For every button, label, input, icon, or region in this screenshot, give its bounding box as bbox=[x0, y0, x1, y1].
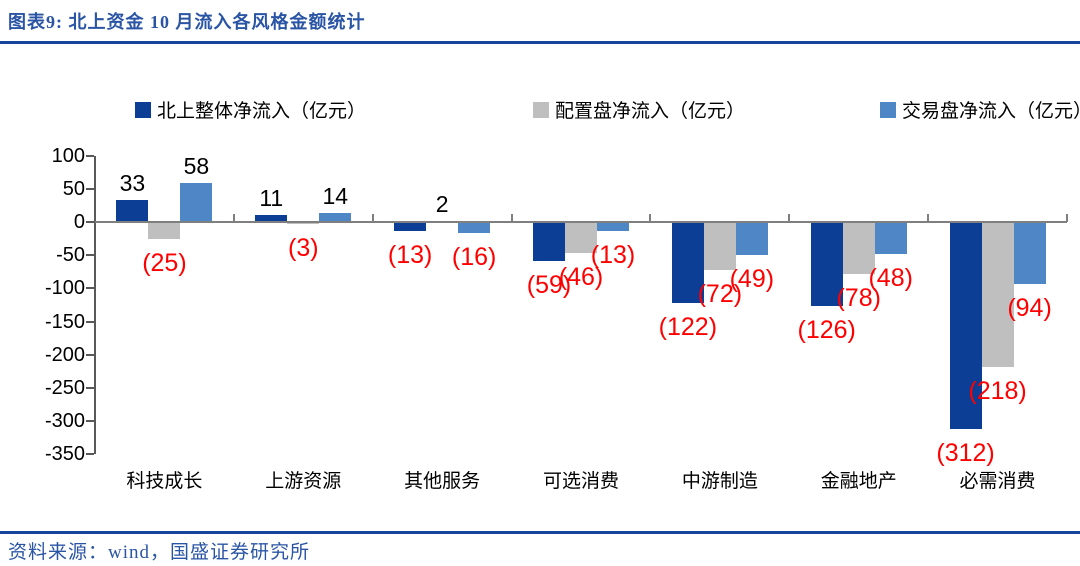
y-axis-label: 50 bbox=[62, 177, 85, 200]
bar-value-label: 14 bbox=[322, 182, 349, 209]
footer-divider bbox=[0, 531, 1080, 534]
y-axis-label: 0 bbox=[73, 211, 85, 233]
category-label: 其他服务 bbox=[404, 471, 481, 492]
bar-value-label: 58 bbox=[183, 153, 210, 180]
category-tick bbox=[232, 214, 235, 222]
bar-value-label: 2 bbox=[435, 190, 449, 217]
y-axis-tick bbox=[86, 387, 94, 389]
category-tick bbox=[788, 214, 791, 222]
legend-swatch-icon bbox=[135, 101, 151, 118]
bar-value-label: (126) bbox=[797, 315, 856, 344]
bar-value-label: (122) bbox=[658, 313, 718, 341]
y-axis-label: -250 bbox=[44, 377, 85, 399]
bar bbox=[703, 222, 736, 270]
bar-value-label: (25) bbox=[142, 248, 187, 277]
bar bbox=[597, 222, 629, 231]
y-axis-line bbox=[94, 155, 96, 455]
bar bbox=[874, 222, 907, 254]
bar-value-label: (72) bbox=[697, 279, 743, 308]
category-label: 必需消费 bbox=[959, 471, 1036, 492]
bar-value-label: (3) bbox=[288, 233, 319, 262]
y-axis-label: -300 bbox=[44, 410, 85, 433]
category-tick bbox=[927, 214, 930, 222]
y-axis-label: -350 bbox=[44, 443, 85, 466]
category-label: 可选消费 bbox=[542, 471, 619, 492]
bar-value-label: (312) bbox=[936, 439, 995, 468]
bar-value-label: (13) bbox=[590, 240, 636, 269]
y-axis-tick bbox=[86, 187, 94, 190]
bar-value-label: (59) bbox=[526, 271, 572, 300]
category-tick bbox=[371, 214, 374, 222]
bar bbox=[735, 222, 768, 255]
y-axis-tick bbox=[86, 154, 94, 157]
source-note: 资料来源：wind，国盛证券研究所 bbox=[8, 542, 311, 563]
y-axis-tick bbox=[86, 254, 94, 257]
y-axis-label: 100 bbox=[51, 144, 85, 167]
y-axis-label: -200 bbox=[44, 343, 85, 366]
bar-value-label: (218) bbox=[968, 376, 1027, 405]
bar bbox=[949, 222, 982, 430]
bar bbox=[116, 200, 149, 222]
y-axis-tick bbox=[86, 221, 94, 223]
bar bbox=[319, 212, 352, 222]
bar bbox=[1013, 222, 1046, 285]
bar-value-label: (16) bbox=[451, 242, 497, 271]
bar-value-label: (46) bbox=[558, 262, 604, 291]
legend-item: 配置盘净流入（亿元） bbox=[533, 96, 745, 123]
zero-line bbox=[95, 221, 1067, 223]
category-tick bbox=[1066, 214, 1068, 222]
bar-value-label: 11 bbox=[259, 184, 284, 211]
bar bbox=[458, 222, 491, 233]
category-label: 金融地产 bbox=[820, 471, 897, 492]
bar-value-label: (13) bbox=[387, 240, 433, 269]
bar-value-label: (48) bbox=[868, 263, 913, 292]
y-axis-tick bbox=[86, 320, 94, 323]
bar bbox=[394, 222, 427, 231]
legend-label: 交易盘净流入（亿元） bbox=[902, 101, 1080, 122]
bar bbox=[671, 222, 704, 303]
bar-value-label: (49) bbox=[729, 264, 775, 293]
y-axis-tick bbox=[86, 420, 94, 423]
bar bbox=[810, 222, 843, 306]
legend-swatch-icon bbox=[533, 101, 549, 118]
legend-label: 配置盘净流入（亿元） bbox=[555, 101, 746, 122]
bar bbox=[148, 222, 181, 239]
category-tick bbox=[649, 214, 652, 222]
y-axis-tick bbox=[86, 453, 94, 456]
y-axis-tick bbox=[86, 287, 94, 290]
y-axis-label: -150 bbox=[44, 310, 85, 333]
legend-item: 北上整体净流入（亿元） bbox=[135, 96, 366, 123]
y-axis-label: -100 bbox=[44, 277, 85, 300]
bar bbox=[255, 214, 288, 222]
bar bbox=[565, 222, 597, 253]
legend-label: 北上整体净流入（亿元） bbox=[157, 101, 367, 122]
legend-swatch-icon bbox=[880, 101, 896, 118]
bar bbox=[533, 222, 565, 262]
category-tick bbox=[510, 214, 513, 222]
category-label: 中游制造 bbox=[681, 471, 758, 492]
bar-value-label: 33 bbox=[119, 170, 146, 197]
title-divider bbox=[0, 41, 1080, 44]
category-label: 上游资源 bbox=[265, 471, 342, 492]
bar bbox=[180, 183, 213, 222]
chart-title: 图表9: 北上资金 10 月流入各风格金额统计 bbox=[8, 12, 366, 32]
category-label: 科技成长 bbox=[126, 471, 203, 492]
legend-item: 交易盘净流入（亿元） bbox=[880, 96, 1080, 123]
y-axis-label: -50 bbox=[56, 244, 85, 267]
y-axis-tick bbox=[86, 353, 94, 356]
bar bbox=[842, 222, 875, 274]
chart-legend: 北上整体净流入（亿元） 配置盘净流入（亿元） 交易盘净流入（亿元） bbox=[0, 96, 1080, 122]
bar-value-label: (94) bbox=[1007, 294, 1052, 323]
bar bbox=[981, 222, 1014, 367]
bar-value-label: (78) bbox=[836, 283, 881, 312]
